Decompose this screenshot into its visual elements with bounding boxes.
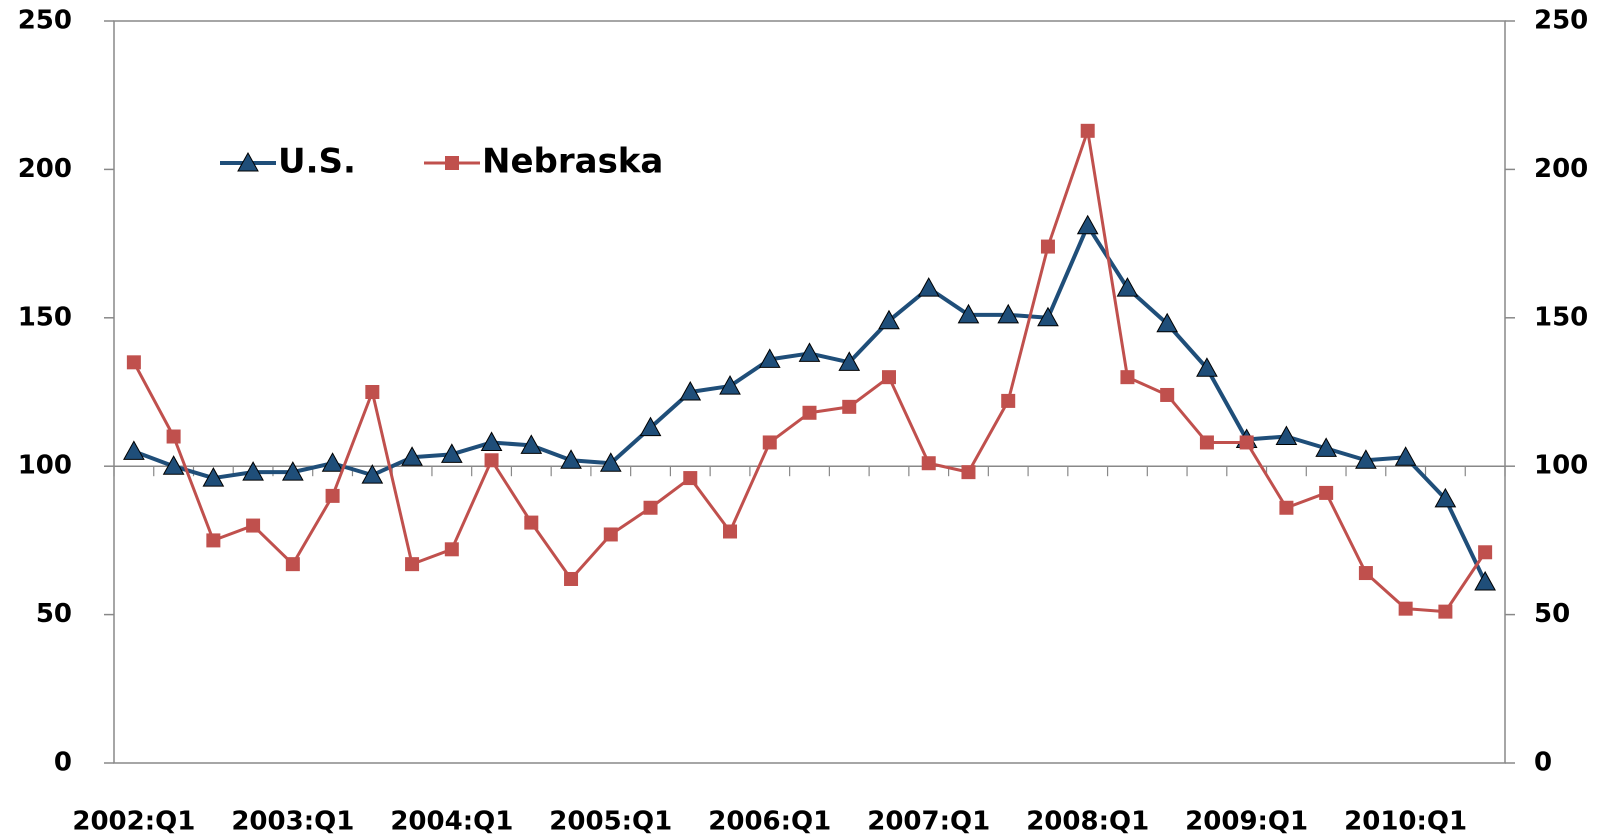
plot-frame <box>113 20 1506 764</box>
data-point <box>520 434 543 454</box>
x-tick-label: 2003:Q1 <box>231 807 354 837</box>
x-tick-label: 2009:Q1 <box>1185 807 1308 837</box>
x-tick-label: 2002:Q1 <box>72 807 195 837</box>
series-line <box>133 223 1487 583</box>
x-tick-label: 2006:Q1 <box>708 807 831 837</box>
y-tick-label: 200 <box>18 154 72 184</box>
data-point <box>599 452 622 472</box>
data-point <box>798 342 821 362</box>
data-point <box>917 277 940 297</box>
data-point <box>1474 570 1496 591</box>
data-point <box>878 309 900 330</box>
data-point <box>1315 437 1338 457</box>
x-tick-label: 2010:Q1 <box>1344 807 1467 837</box>
data-point <box>1199 435 1214 450</box>
y-tick-label: 0 <box>54 748 72 778</box>
series-line <box>132 129 1487 614</box>
data-point <box>361 464 384 484</box>
data-point <box>1239 435 1254 450</box>
data-point <box>1398 601 1413 616</box>
data-point <box>842 399 857 414</box>
data-point <box>762 435 777 450</box>
data-point <box>321 452 344 472</box>
legend-label: U.S. <box>278 142 356 182</box>
x-tick-label: 2007:Q1 <box>867 807 990 837</box>
data-point <box>1355 449 1377 469</box>
data-point <box>480 431 503 451</box>
y2-tick-label: 0 <box>1534 748 1552 778</box>
data-point <box>603 527 618 542</box>
data-point <box>957 303 980 324</box>
data-point <box>1394 446 1417 466</box>
data-point <box>997 303 1020 324</box>
data-point <box>838 351 861 371</box>
data-point <box>325 488 340 503</box>
data-point <box>242 461 264 481</box>
data-point <box>1319 485 1334 500</box>
data-point <box>921 456 936 471</box>
data-point <box>524 515 539 530</box>
data-point <box>643 500 658 515</box>
data-point <box>484 453 499 468</box>
y2-tick-label: 250 <box>1534 6 1588 36</box>
data-point <box>1120 370 1135 385</box>
data-point <box>881 370 896 385</box>
x-tick-label: 2008:Q1 <box>1026 807 1149 837</box>
data-point <box>444 542 459 557</box>
data-point <box>683 471 698 486</box>
data-point <box>1040 239 1055 254</box>
data-point <box>206 533 221 548</box>
data-point <box>1196 357 1218 377</box>
data-point <box>1275 425 1298 446</box>
data-point <box>1156 312 1179 333</box>
y2-tick-label: 150 <box>1534 302 1588 332</box>
data-point <box>758 348 781 368</box>
x-tick-label: 2005:Q1 <box>549 807 672 837</box>
x-tick-label: 2004:Q1 <box>390 807 513 837</box>
data-point <box>1160 387 1175 402</box>
data-point <box>961 465 976 480</box>
data-point <box>1438 604 1453 619</box>
data-point <box>560 449 582 469</box>
data-point <box>285 557 300 572</box>
data-point <box>1076 214 1099 235</box>
y-tick-label: 250 <box>18 6 72 36</box>
y-tick-label: 50 <box>36 599 72 629</box>
data-point <box>723 524 738 539</box>
data-point <box>365 385 380 399</box>
data-point <box>1080 123 1095 138</box>
legend-marker <box>237 151 259 172</box>
data-point <box>1358 566 1373 581</box>
y2-tick-label: 100 <box>1534 451 1588 481</box>
data-point <box>802 405 817 420</box>
data-point <box>126 355 141 370</box>
data-point <box>719 375 741 395</box>
data-point <box>1478 545 1493 560</box>
data-point <box>1279 500 1294 515</box>
data-point <box>123 440 145 460</box>
data-point <box>564 571 579 586</box>
data-point <box>162 455 185 475</box>
y-tick-label: 100 <box>18 451 72 481</box>
data-point <box>1116 277 1139 297</box>
data-point <box>405 557 420 572</box>
data-point <box>440 443 463 463</box>
y-tick-label: 150 <box>18 302 72 332</box>
data-point <box>246 518 261 533</box>
data-point <box>166 429 181 444</box>
data-point <box>679 380 702 401</box>
data-point <box>1001 393 1016 408</box>
data-point <box>281 461 304 481</box>
data-point <box>1037 306 1059 327</box>
data-point <box>202 467 225 487</box>
legend-label: Nebraska <box>482 142 663 182</box>
y2-tick-label: 200 <box>1534 154 1588 184</box>
data-point <box>401 446 423 466</box>
legend-marker <box>445 156 459 170</box>
y2-tick-label: 50 <box>1534 599 1570 629</box>
data-point <box>639 416 662 437</box>
data-point <box>1434 487 1457 508</box>
